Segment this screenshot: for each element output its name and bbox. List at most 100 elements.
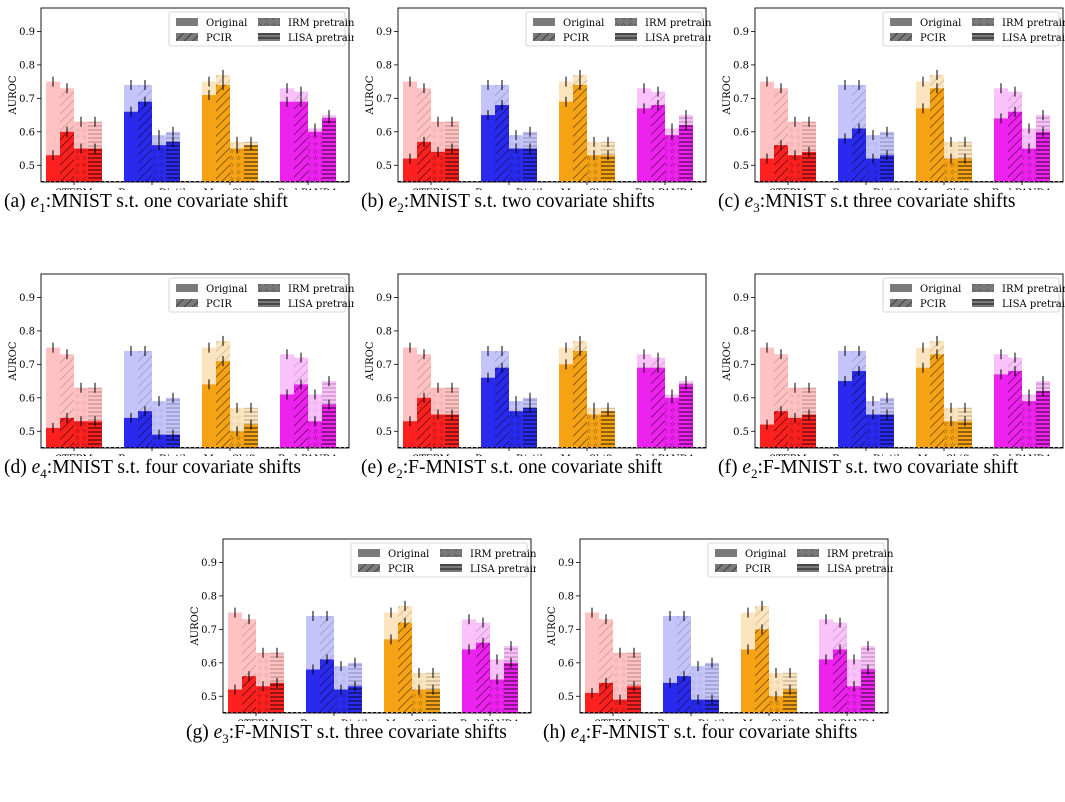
legend-swatch xyxy=(176,284,198,292)
value-bar-hatch xyxy=(476,642,490,713)
caption-environment: e4 xyxy=(570,722,586,746)
bar-chart: ☆0.50.60.70.80.9AUROCSTFPMReverseDistilM… xyxy=(365,273,707,456)
legend-label: Original xyxy=(745,549,786,560)
y-tick-label: 0.9 xyxy=(376,293,392,304)
value-bar-hatch xyxy=(769,696,783,713)
chart-panel-3: ☆0.50.60.70.80.9AUROCSTFPMReverseDistilM… xyxy=(718,0,1065,262)
value-bar xyxy=(741,649,755,713)
y-tick-label: 0.5 xyxy=(733,161,749,172)
x-tick-label: Red PANDA xyxy=(635,454,696,456)
chart-panel-7: ☆0.50.60.70.80.9AUROCSTFPMReverseDistilM… xyxy=(186,531,536,793)
value-bar-hatch xyxy=(138,411,152,448)
value-bar-hatch xyxy=(944,421,958,448)
value-bar xyxy=(280,101,294,182)
caption-label: (g) xyxy=(186,722,214,743)
caption-label: (c) xyxy=(718,191,745,212)
y-axis-label: AUROC xyxy=(8,75,19,115)
caption-environment: e2 xyxy=(387,457,403,481)
value-bar-hatch xyxy=(322,118,336,182)
caption-text: :MNIST s.t. four covariate shifts xyxy=(46,457,301,478)
value-bar-hatch xyxy=(861,669,875,713)
legend-label: LISA pretraining xyxy=(470,564,536,575)
x-tick-label: Red PANDA xyxy=(278,454,339,456)
figure-caption: (a) e1:MNIST s.t. one covariate shift xyxy=(4,191,354,219)
bar-chart: ☆0.50.60.70.80.9AUROCSTFPMReverseDistilM… xyxy=(365,7,711,190)
reference-bar xyxy=(46,347,60,448)
caption-label: (b) xyxy=(361,191,389,212)
bar-chart: ☆0.50.60.70.80.9AUROCSTFPMReverseDistilM… xyxy=(722,273,1065,456)
value-bar-hatch xyxy=(504,662,518,713)
value-bar-hatch xyxy=(788,417,802,448)
y-tick-label: 0.6 xyxy=(19,393,35,404)
legend-label: IRM pretraining xyxy=(470,549,536,560)
value-bar-hatch xyxy=(679,125,693,182)
legend-label: IRM pretraining xyxy=(645,18,711,29)
legend: Original PCIR IRM pretraining LISA pretrain… xyxy=(525,11,711,47)
x-tick-label: MeanShift xyxy=(918,454,971,456)
value-bar xyxy=(994,374,1008,448)
value-bar xyxy=(124,417,138,448)
value-bar-hatch xyxy=(216,84,230,182)
x-tick-label: STFPM xyxy=(412,454,449,456)
value-bar-hatch xyxy=(573,84,587,182)
value-bar xyxy=(403,421,417,448)
value-bar-hatch xyxy=(847,686,861,713)
value-bar-hatch xyxy=(60,131,74,182)
value-bar xyxy=(403,158,417,182)
x-tick-label: STFPM xyxy=(237,719,274,721)
y-tick-label: 0.8 xyxy=(201,591,217,602)
value-bar-hatch xyxy=(431,414,445,448)
value-bar xyxy=(384,639,398,713)
x-tick-label: STFPM xyxy=(594,719,631,721)
y-tick-label: 0.6 xyxy=(558,658,574,669)
value-bar xyxy=(202,95,216,182)
legend-swatch xyxy=(890,284,912,292)
y-tick-label: 0.9 xyxy=(19,27,35,38)
y-tick-label: 0.7 xyxy=(733,360,749,371)
legend-label: PCIR xyxy=(206,33,232,44)
legend-label: IRM pretraining xyxy=(827,549,893,560)
legend-label: IRM pretraining xyxy=(1002,18,1065,29)
value-bar-hatch xyxy=(601,411,615,448)
value-bar xyxy=(124,111,138,182)
value-bar-hatch xyxy=(651,105,665,182)
legend-label: PCIR xyxy=(388,564,414,575)
value-bar-hatch xyxy=(230,431,244,448)
value-bar-hatch xyxy=(665,397,679,448)
y-axis-label: AUROC xyxy=(365,341,376,381)
y-tick-label: 0.8 xyxy=(558,591,574,602)
axes-frame xyxy=(40,7,350,183)
value-bar-hatch xyxy=(866,158,880,182)
caption-environment: e3 xyxy=(744,191,760,215)
value-bar xyxy=(819,659,833,713)
chart-panel-4: ☆0.50.60.70.80.9AUROCSTFPMReverseDistilM… xyxy=(4,266,354,528)
legend: Original PCIR IRM pretraining LISA pretrain… xyxy=(707,542,893,578)
value-bar-hatch xyxy=(930,354,944,448)
legend-label: LISA pretraining xyxy=(288,33,354,44)
y-tick-label: 0.8 xyxy=(19,326,35,337)
y-tick-label: 0.9 xyxy=(558,558,574,569)
y-tick-label: 0.8 xyxy=(19,60,35,71)
value-bar-hatch xyxy=(152,434,166,448)
value-bar-hatch xyxy=(445,148,459,182)
y-axis-label: AUROC xyxy=(190,606,201,646)
value-bar xyxy=(202,384,216,448)
value-bar-hatch xyxy=(495,367,509,448)
y-tick-label: 0.8 xyxy=(376,60,392,71)
figure-caption: (e) e2:F-MNIST s.t. one covariate shift xyxy=(361,457,711,485)
x-tick-label: MeanShift xyxy=(918,188,971,190)
y-axis-label: AUROC xyxy=(365,75,376,115)
value-bar xyxy=(306,669,320,713)
bar-chart: ☆0.50.60.70.80.9AUROCSTFPMReverseDistilM… xyxy=(8,7,354,190)
value-bar xyxy=(462,649,476,713)
value-bar-hatch xyxy=(665,135,679,182)
reference-bar-hatch xyxy=(613,652,627,713)
x-tick-label: MeanShift xyxy=(743,719,796,721)
value-bar xyxy=(760,158,774,182)
legend-label: LISA pretraining xyxy=(288,299,354,310)
value-bar-hatch xyxy=(334,689,348,713)
value-bar xyxy=(663,682,677,713)
legend: Original PCIR IRM pretraining LISA pretrain… xyxy=(882,11,1065,47)
y-tick-label: 0.7 xyxy=(19,360,35,371)
value-bar-hatch xyxy=(431,151,445,182)
